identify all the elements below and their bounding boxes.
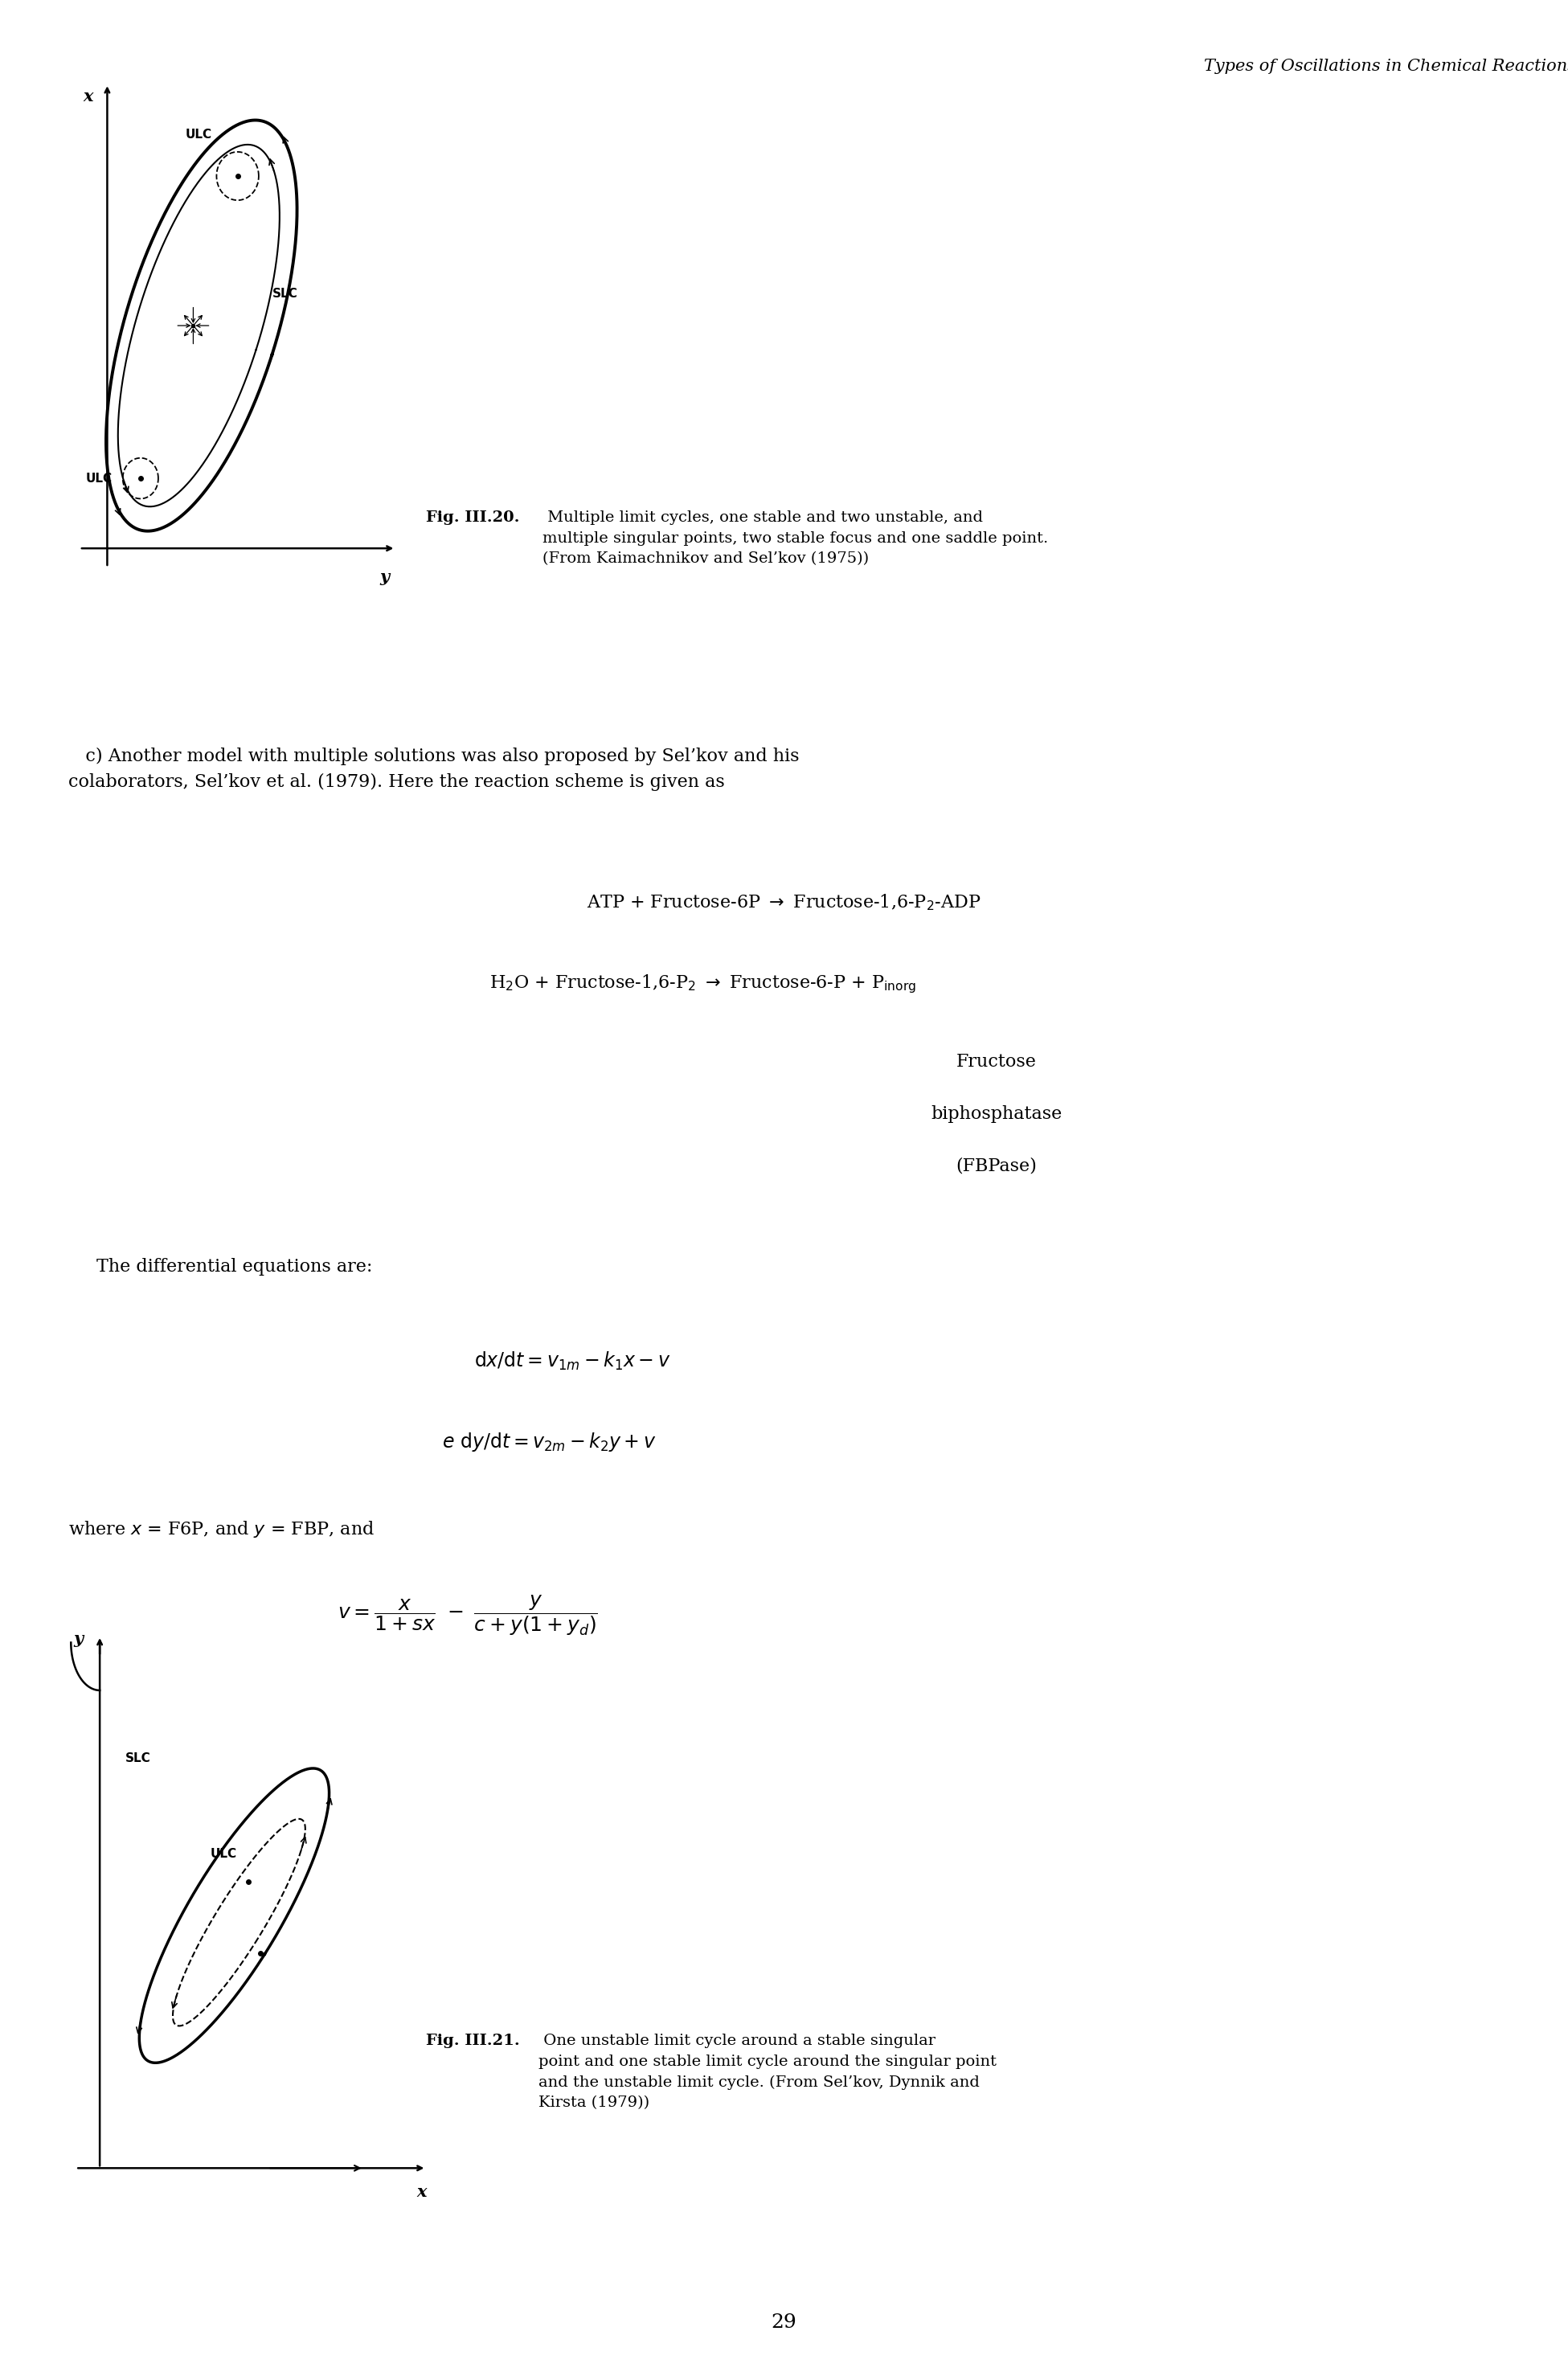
- Text: H$_2$O + Fructose-1,6-P$_2$ $\rightarrow$ Fructose-6-P + P$_\mathrm{inorg}$: H$_2$O + Fructose-1,6-P$_2$ $\rightarrow…: [489, 973, 917, 995]
- Text: y: y: [74, 1632, 83, 1648]
- Text: SLC: SLC: [125, 1752, 151, 1764]
- Text: y: y: [379, 568, 389, 585]
- Text: $e\ \mathrm{d}y/\mathrm{d}t = v_{2m} - k_2 y + v$: $e\ \mathrm{d}y/\mathrm{d}t = v_{2m} - k…: [442, 1430, 657, 1454]
- Text: ULC: ULC: [86, 471, 113, 485]
- Text: ULC: ULC: [210, 1847, 237, 1861]
- Text: x: x: [83, 88, 93, 104]
- Text: c) Another model with multiple solutions was also proposed by Sel’kov and his
co: c) Another model with multiple solutions…: [69, 748, 800, 791]
- Text: ULC: ULC: [185, 128, 212, 140]
- Text: The differential equations are:: The differential equations are:: [97, 1257, 373, 1276]
- Text: ATP + Fructose-6P $\rightarrow$ Fructose-1,6-P$_2$-ADP: ATP + Fructose-6P $\rightarrow$ Fructose…: [586, 893, 980, 912]
- Text: Fig. III.20.: Fig. III.20.: [426, 511, 519, 526]
- Text: $v = \dfrac{x}{1+sx}\ -\ \dfrac{y}{c+y(1+y_d)}$: $v = \dfrac{x}{1+sx}\ -\ \dfrac{y}{c+y(1…: [337, 1594, 597, 1639]
- Text: Multiple limit cycles, one stable and two unstable, and
multiple singular points: Multiple limit cycles, one stable and tw…: [543, 511, 1049, 566]
- Text: 29: 29: [771, 2314, 797, 2332]
- Text: $\mathrm{d}x/\mathrm{d}t = v_{1m} - k_1 x - v$: $\mathrm{d}x/\mathrm{d}t = v_{1m} - k_1 …: [474, 1350, 671, 1371]
- Text: where $x$ = F6P, and $y$ = FBP, and: where $x$ = F6P, and $y$ = FBP, and: [69, 1520, 375, 1539]
- Text: (FBPase): (FBPase): [956, 1158, 1036, 1175]
- Text: Fructose: Fructose: [956, 1054, 1036, 1070]
- Text: Fig. III.21.: Fig. III.21.: [426, 2034, 519, 2048]
- Text: One unstable limit cycle around a stable singular
point and one stable limit cyc: One unstable limit cycle around a stable…: [538, 2034, 997, 2110]
- Text: SLC: SLC: [271, 289, 298, 301]
- Text: biphosphatase: biphosphatase: [931, 1106, 1062, 1122]
- Text: x: x: [417, 2183, 426, 2200]
- Text: Types of Oscillations in Chemical Reactions: Types of Oscillations in Chemical Reacti…: [1204, 59, 1568, 73]
